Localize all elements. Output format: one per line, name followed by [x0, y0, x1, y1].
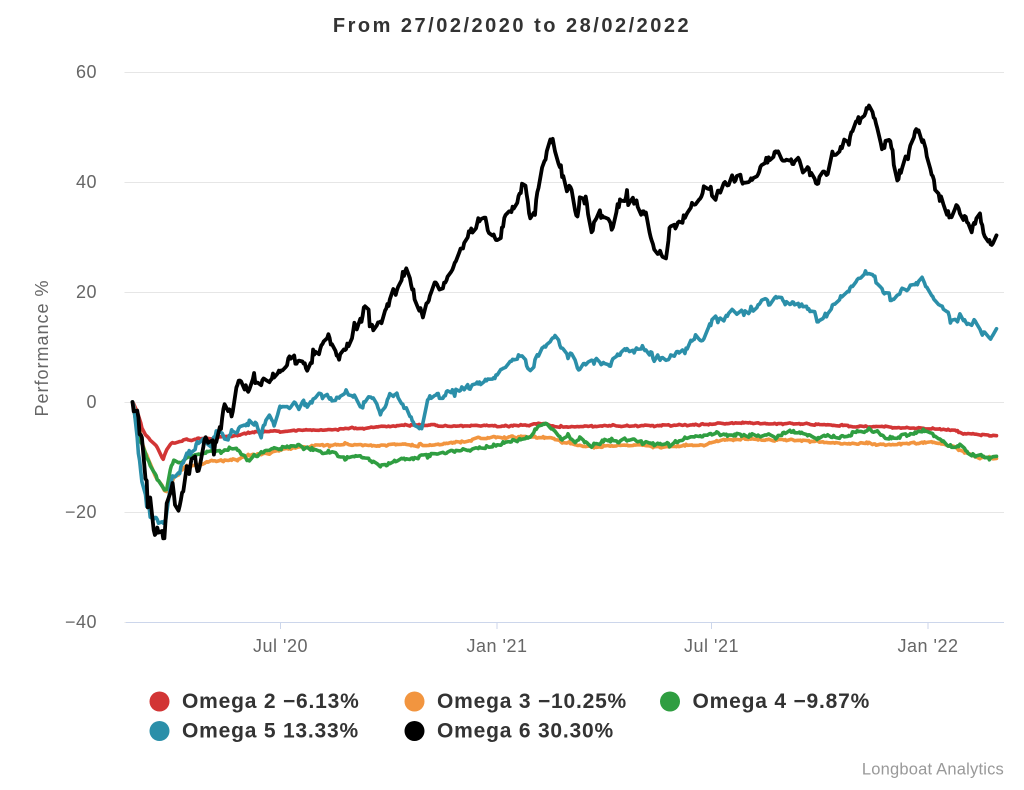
svg-text:Omega 3 −10.25%: Omega 3 −10.25% [437, 690, 627, 713]
svg-text:Omega 5 13.33%: Omega 5 13.33% [182, 720, 359, 743]
svg-text:Omega 6 30.30%: Omega 6 30.30% [437, 720, 614, 743]
svg-text:Performance %: Performance % [32, 279, 52, 416]
svg-text:Omega 4 −9.87%: Omega 4 −9.87% [693, 690, 871, 713]
svg-text:Longboat Analytics: Longboat Analytics [862, 761, 1004, 779]
svg-text:40: 40 [76, 172, 97, 192]
svg-text:Jul '20: Jul '20 [253, 636, 308, 656]
svg-text:Jul '21: Jul '21 [684, 636, 739, 656]
svg-text:From 27/02/2020 to 28/02/2022: From 27/02/2020 to 28/02/2022 [333, 15, 691, 37]
svg-text:20: 20 [76, 282, 97, 302]
svg-text:Jan '21: Jan '21 [467, 636, 528, 656]
svg-text:Jan '22: Jan '22 [898, 636, 959, 656]
svg-text:Omega 2 −6.13%: Omega 2 −6.13% [182, 690, 360, 713]
svg-text:60: 60 [76, 62, 97, 82]
svg-text:0: 0 [86, 392, 97, 412]
svg-text:−40: −40 [65, 612, 97, 632]
svg-text:−20: −20 [65, 502, 97, 522]
